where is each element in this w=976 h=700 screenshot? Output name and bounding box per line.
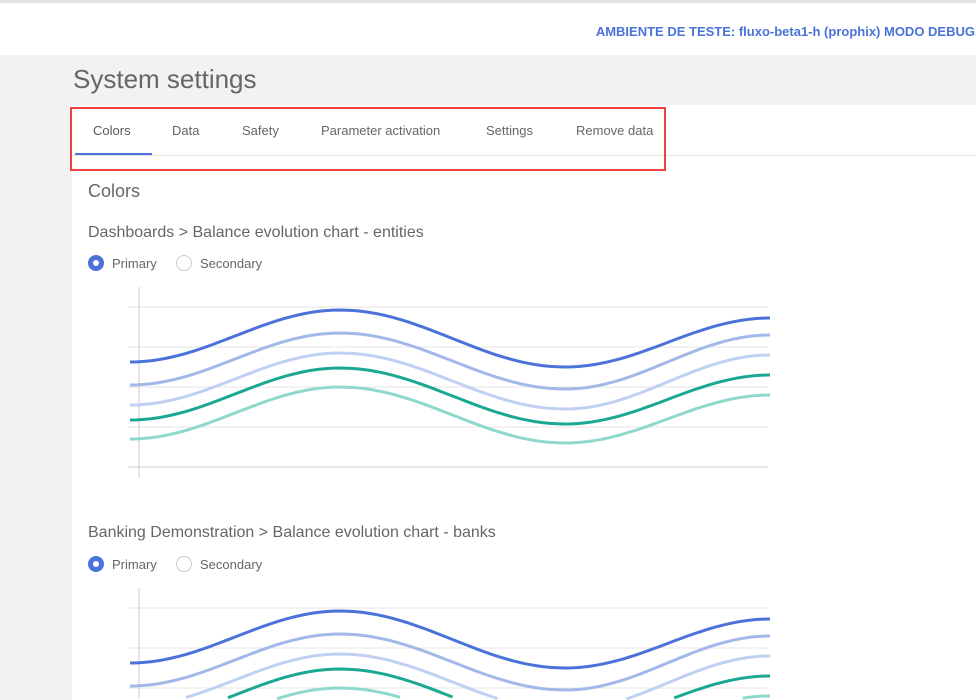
series-line-1 (129, 609, 771, 670)
page-title: System settings (73, 64, 257, 94)
tab-bar: Colors Data Safety Parameter activation … (72, 105, 976, 156)
series-line-5 (276, 686, 771, 700)
radio-unselected-icon (176, 255, 192, 271)
section-title: Colors (88, 181, 141, 201)
tab-data[interactable]: Data (172, 123, 200, 138)
top-bar: AMBIENTE DE TESTE: fluxo-beta1-h (prophi… (0, 0, 976, 55)
tab-parameter-activation[interactable]: Parameter activation (321, 123, 441, 138)
series-line-4 (227, 667, 771, 700)
series-line-3 (129, 351, 771, 411)
radio-primary-banks[interactable]: Primary (88, 556, 157, 572)
tab-colors[interactable]: Colors (93, 123, 131, 138)
radio-secondary-entities[interactable]: Secondary (176, 255, 262, 271)
series-line-5 (129, 385, 771, 445)
radio-unselected-icon (176, 556, 192, 572)
tab-remove-data[interactable]: Remove data (576, 123, 654, 138)
active-tab-indicator (75, 153, 152, 155)
settings-panel: Colors Data Safety Parameter activation … (72, 105, 976, 700)
tab-settings[interactable]: Settings (486, 123, 533, 138)
series-line-3 (185, 652, 771, 700)
radio-secondary-banks[interactable]: Secondary (176, 556, 262, 572)
series-line-2 (129, 331, 771, 391)
radio-selected-icon (88, 556, 104, 572)
environment-label: AMBIENTE DE TESTE: fluxo-beta1-h (prophi… (595, 24, 975, 39)
section-heading-banks: Banking Demonstration > Balance evolutio… (88, 524, 496, 541)
series-line-4 (129, 366, 771, 426)
radio-primary-entities[interactable]: Primary (88, 255, 157, 271)
tab-safety[interactable]: Safety (242, 123, 279, 138)
radio-selected-icon (88, 255, 104, 271)
section-heading-entities: Dashboards > Balance evolution chart - e… (88, 224, 424, 241)
series-line-2 (129, 632, 771, 692)
series-line-1 (129, 308, 771, 369)
